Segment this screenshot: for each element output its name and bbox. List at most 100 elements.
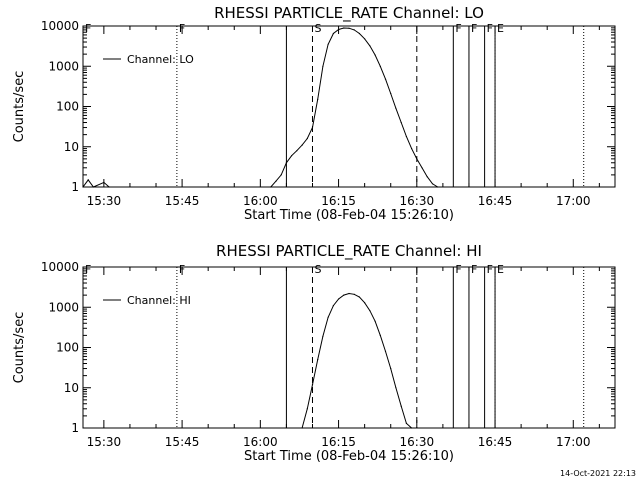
y-axis-label: Counts/sec: [12, 71, 27, 143]
event-marker-label: F: [455, 22, 461, 35]
event-marker-label: F: [487, 263, 493, 276]
data-point: [411, 148, 413, 150]
data-point: [374, 320, 376, 322]
data-point: [384, 78, 387, 80]
legend-label: Channel: HI: [127, 294, 191, 307]
data-point: [426, 176, 428, 178]
data-point: [301, 427, 303, 429]
data-point: [103, 181, 105, 183]
data-point: [343, 27, 345, 29]
x-tick-label: 16:45: [478, 435, 513, 449]
y-tick-label: 1: [71, 180, 79, 194]
data-point: [317, 359, 319, 361]
data-point: [358, 296, 360, 298]
data-point: [364, 302, 366, 304]
data-point: [327, 43, 329, 46]
chart-title: RHESSI PARTICLE_RATE Channel: HI: [216, 242, 482, 261]
y-tick-label: 10: [64, 140, 79, 154]
x-tick-label: 16:30: [400, 435, 435, 449]
event-marker-label: S: [314, 263, 321, 276]
data-point: [280, 174, 282, 176]
y-tick-label: 10000: [41, 19, 79, 33]
data-point: [411, 427, 413, 429]
x-tick-label: 15:30: [87, 194, 122, 208]
data-point: [311, 126, 314, 129]
event-marker-label: F: [471, 263, 477, 276]
data-point: [379, 334, 381, 336]
data-point: [421, 167, 423, 169]
x-tick-label: 15:45: [165, 194, 200, 208]
data-point: [369, 310, 371, 312]
event-marker-label: F: [487, 22, 493, 35]
data-point: [416, 158, 418, 160]
data-point: [291, 155, 293, 157]
data-point: [338, 28, 340, 31]
chart-title: RHESSI PARTICLE_RATE Channel: LO: [214, 4, 484, 23]
data-point: [390, 92, 392, 95]
x-tick-label: 16:00: [243, 435, 278, 449]
data-point: [322, 65, 324, 67]
data-point: [364, 38, 366, 40]
footer-timestamp: 14-Oct-2021 22:13: [560, 469, 636, 478]
data-point: [322, 335, 324, 337]
data-point: [369, 45, 371, 47]
data-point: [332, 32, 334, 35]
series-line: [82, 27, 438, 188]
event-marker-label: F: [179, 263, 185, 276]
x-tick-label: 15:30: [87, 435, 122, 449]
data-point: [311, 384, 314, 386]
event-marker-label: S: [314, 22, 321, 35]
y-tick-label: 100: [56, 341, 79, 355]
y-tick-label: 10000: [41, 260, 79, 274]
data-point: [343, 294, 345, 296]
series-line: [301, 292, 412, 429]
y-tick-label: 1000: [48, 59, 79, 73]
data-point: [317, 98, 319, 100]
data-point: [87, 179, 89, 181]
data-point: [353, 293, 355, 295]
data-point: [379, 65, 381, 67]
event-marker-label: E: [497, 22, 504, 35]
data-point: [275, 180, 277, 182]
data-point: [306, 137, 308, 140]
data-point: [400, 121, 402, 124]
data-point: [82, 186, 84, 188]
legend-label: Channel: LO: [127, 53, 194, 66]
data-point: [92, 186, 94, 188]
data-point: [348, 27, 350, 29]
x-tick-label: 16:15: [321, 435, 356, 449]
data-point: [390, 367, 392, 370]
x-tick-label: 15:45: [165, 435, 200, 449]
x-tick-label: 16:30: [400, 194, 435, 208]
y-tick-label: 1: [71, 421, 79, 435]
data-point: [405, 135, 407, 138]
data-point: [270, 186, 272, 188]
hi-channel-panel: RHESSI PARTICLE_RATE Channel: HI 15:30 15:…: [12, 242, 616, 464]
data-point: [395, 387, 397, 389]
data-point: [348, 292, 350, 295]
y-tick-label: 100: [56, 100, 79, 114]
plot-frame: [82, 25, 616, 188]
event-marker-label: F: [85, 263, 91, 276]
data-point: [400, 405, 402, 407]
data-point: [296, 150, 298, 152]
event-marker-label: F: [471, 22, 477, 35]
event-marker-label: F: [85, 22, 91, 35]
y-tick-label: 10: [64, 381, 79, 395]
data-point: [108, 186, 110, 188]
data-point: [405, 422, 407, 424]
data-point: [374, 54, 376, 56]
x-tick-label: 17:00: [556, 435, 591, 449]
data-point: [384, 350, 387, 352]
lo-channel-panel: RHESSI PARTICLE_RATE Channel: LO 15:30 15:…: [12, 4, 616, 223]
data-point: [332, 305, 334, 307]
data-point: [358, 32, 360, 35]
data-point: [353, 29, 355, 31]
x-tick-label: 16:45: [478, 194, 513, 208]
data-point: [306, 408, 308, 410]
data-point: [327, 316, 329, 318]
data-point: [285, 162, 287, 164]
data-point: [431, 183, 434, 185]
event-marker-label: E: [497, 263, 504, 276]
